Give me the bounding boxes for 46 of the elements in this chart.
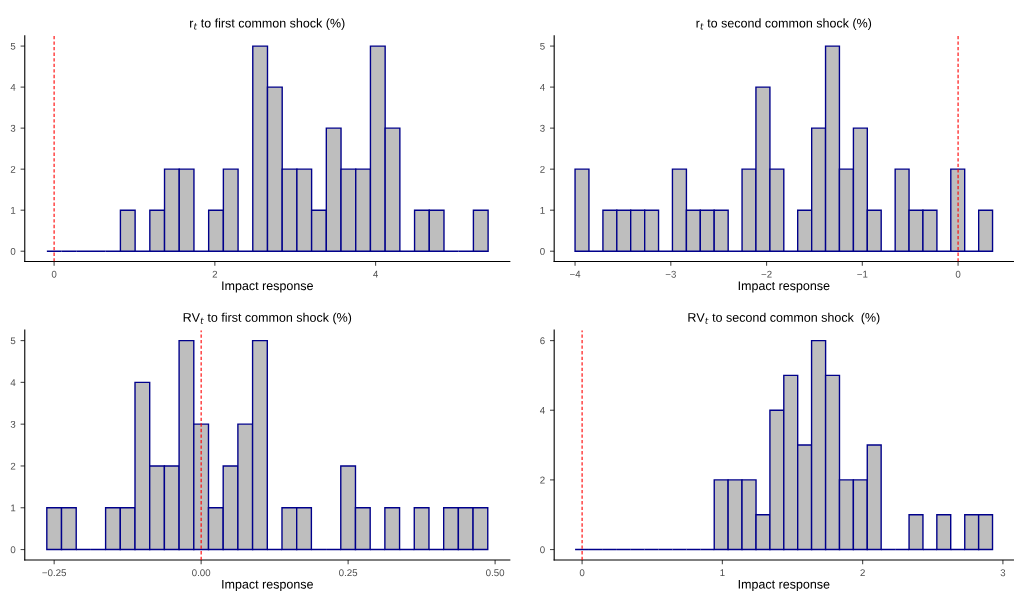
y-tick-label: 3 — [10, 124, 16, 132]
y-tick-label: 4 — [10, 379, 16, 386]
x-tick-label: 3 — [1000, 569, 1006, 577]
x-axis-title: Impact response — [222, 579, 313, 592]
chart-title: RV$_{t}$ to second common shock (%) — [688, 312, 880, 325]
y-tick-label: 0 — [10, 546, 16, 554]
y-tick-label: 3 — [540, 124, 545, 132]
x-axis-title: Impact response — [738, 281, 830, 293]
x-tick-label: −4 — [570, 270, 581, 278]
x-tick-label: 0 — [51, 270, 57, 278]
y-tick-label: 2 — [540, 165, 545, 173]
x-tick-label: 0.00 — [192, 569, 211, 577]
x-tick-label: 0 — [579, 569, 585, 577]
chart-title: r$_{t}$ to second common shock (%) — [696, 18, 872, 31]
chart-title: r$_{t}$ to first common shock (%) — [190, 18, 345, 31]
y-tick-label: 0 — [10, 247, 16, 255]
y-tick-label: 0 — [540, 247, 545, 255]
y-tick-label: 2 — [10, 462, 16, 470]
y-tick-label: 2 — [540, 476, 545, 484]
x-tick-label: 0 — [955, 270, 961, 278]
x-tick-label: 1 — [720, 569, 725, 577]
y-tick-label: 1 — [11, 504, 16, 512]
y-tick-label: 5 — [10, 42, 16, 50]
y-tick-label: 1 — [540, 207, 545, 214]
y-tick-label: 0 — [540, 546, 545, 554]
y-tick-label: 4 — [539, 407, 545, 414]
x-tick-label: −0.25 — [42, 569, 67, 577]
x-tick-label: 0.25 — [339, 569, 358, 577]
y-tick-label: 1 — [11, 207, 16, 214]
y-tick-label: 2 — [10, 165, 16, 173]
y-tick-label: 6 — [540, 337, 545, 345]
x-tick-label: 4 — [373, 270, 379, 278]
y-tick-label: 5 — [10, 337, 16, 345]
y-tick-label: 4 — [10, 83, 16, 91]
x-tick-label: −1 — [857, 270, 868, 278]
y-tick-label: 5 — [540, 42, 545, 50]
x-axis-title: Impact response — [738, 579, 830, 592]
x-tick-label: 2 — [212, 270, 218, 278]
x-tick-label: −2 — [761, 270, 772, 278]
x-tick-label: 0.50 — [486, 569, 505, 577]
x-tick-label: 2 — [860, 569, 865, 577]
x-tick-label: −3 — [665, 270, 676, 278]
y-tick-label: 4 — [539, 83, 545, 91]
x-axis-title: Impact response — [222, 281, 313, 293]
y-tick-label: 3 — [10, 420, 16, 428]
chart-title: RV$_{t}$ to first common shock (%) — [183, 312, 352, 325]
